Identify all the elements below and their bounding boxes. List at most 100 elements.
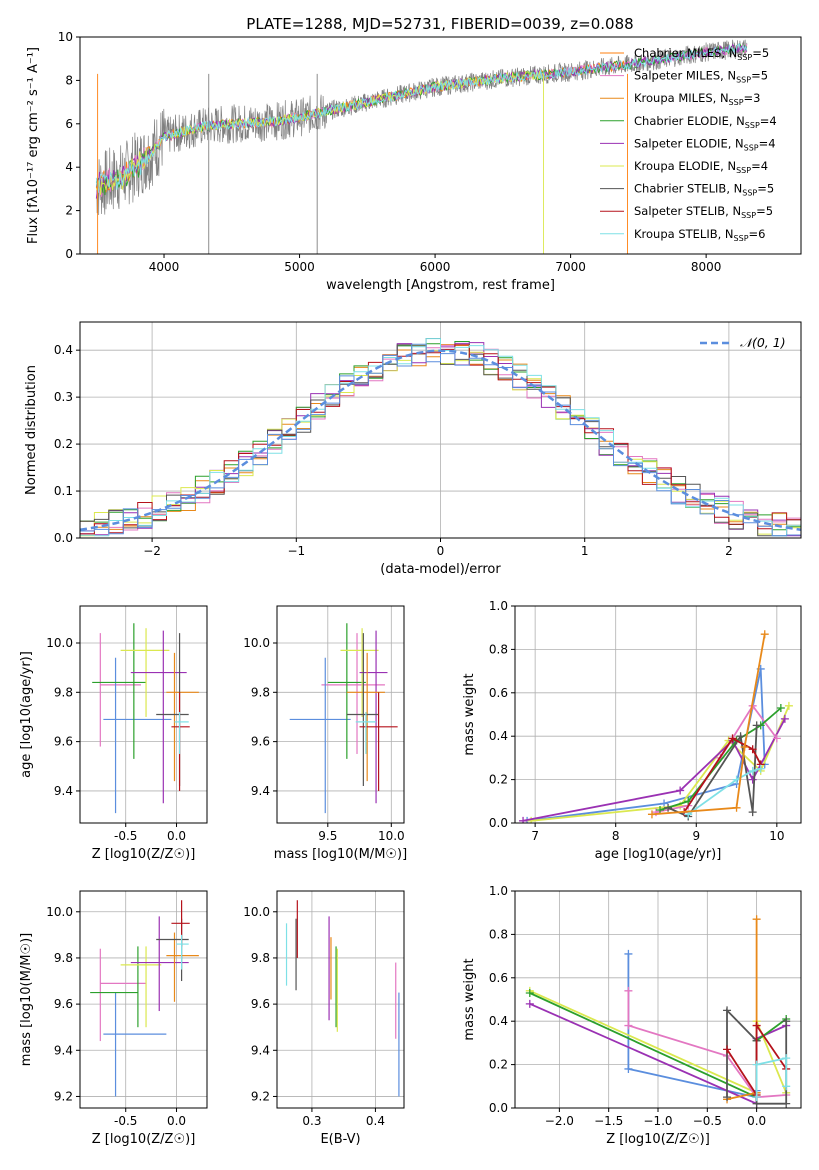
legend-entry: Kroupa ELODIE, NSSP=4 (634, 159, 768, 175)
chart-mass_vs_Z: -0.5 0.0 9.2 9.4 9.6 9.8 10.0 Z [log10(Z/Z☉)] ma… (19, 890, 208, 1147)
weight-marker (732, 775, 741, 784)
x-axis-label: wavelength [Angstrom, rest frame] (326, 278, 555, 293)
chart-mass_vs_ebv: 0.3 0.4 9.2 9.4 9.6 9.8 10.0 E(B-V) (243, 890, 405, 1147)
plot-area (80, 338, 801, 537)
weight-marker (748, 775, 757, 784)
legend-entry: 𝒩(0, 1) (740, 335, 786, 350)
weight-marker (760, 630, 769, 639)
plot-area (285, 900, 400, 1097)
y-tick-label: 9.6 (54, 735, 73, 749)
weight-marker (676, 786, 685, 795)
y-tick-label: 9.8 (54, 685, 73, 699)
weight-marker (732, 803, 741, 812)
weight-marker (780, 714, 789, 723)
histogram-series (80, 338, 801, 537)
weight-marker (756, 764, 765, 773)
x-tick-label: 9 (692, 829, 700, 843)
weight-marker (664, 803, 673, 812)
y-tick-label: 9.8 (54, 951, 73, 965)
y-tick-label: 9.6 (54, 997, 73, 1011)
y-tick-label: 0.8 (489, 927, 508, 941)
weight-marker (525, 988, 534, 997)
legend-entry: Kroupa STELIB, NSSP=6 (634, 227, 765, 243)
y-tick-label: 1.0 (489, 599, 508, 613)
y-tick-label: 10.0 (243, 905, 270, 919)
weight-marker (728, 734, 737, 743)
chart-age_vs_mass: 9.5 10.0 9.4 9.6 9.8 10.0 mass [log10(M/M☉)] (243, 605, 407, 862)
plot-area (92, 623, 199, 814)
y-tick-label: 0.2 (54, 437, 73, 451)
chart-spectrum: 4000 5000 6000 7000 8000 0 2 4 6 8 10 Chabrier MILE… (26, 30, 802, 293)
spectrum-model-line (95, 43, 748, 193)
x-tick-label: 0.0 (747, 1114, 766, 1128)
x-tick-label: 0.3 (302, 1114, 321, 1128)
y-tick-label: 0.4 (54, 343, 73, 357)
y-tick-label: 0.0 (489, 1101, 508, 1115)
x-tick-label: −1 (287, 544, 305, 558)
x-tick-label: 0.4 (366, 1114, 385, 1128)
figure-title: PLATE=1288, MJD=52731, FIBERID=0039, z=0… (246, 15, 633, 33)
axes-frame (79, 321, 802, 539)
y-tick-label: 9.4 (251, 1043, 270, 1057)
x-tick-label: −1.5 (594, 1114, 623, 1128)
weight-marker (736, 732, 745, 741)
x-tick-label: 8 (612, 829, 620, 843)
y-tick-label: 0.1 (54, 484, 73, 498)
weight-marker (748, 745, 757, 754)
x-axis-label: (data-model)/error (380, 562, 501, 577)
x-tick-label: 2 (725, 544, 733, 558)
y-axis-label: mass weight (462, 673, 477, 755)
y-axis-label: age [log10(age/yr)] (19, 651, 34, 778)
x-tick-label: 5000 (284, 260, 315, 274)
y-axis-label: Flux [fλ10⁻¹⁷ erg cm⁻² s⁻¹ A⁻¹] (26, 47, 41, 244)
y-tick-label: 0.4 (489, 1014, 508, 1028)
weight-marker (624, 949, 633, 958)
x-tick-label: −2 (143, 544, 161, 558)
chart-mass_weight_vs_Z: −2.0 −1.5 −1.0 −0.5 0.0 0.0 0.2 0.4 0.6 0.8 1.0 Z [… (462, 884, 802, 1147)
chart-residuals: −2 −1 0 1 2 0.0 0.1 0.2 0.3 0.4 𝒩(0, 1) (data-model… (24, 321, 802, 577)
weight-series-line (651, 634, 766, 816)
y-tick-label: 9.8 (251, 685, 270, 699)
x-tick-label: 7 (531, 829, 539, 843)
axes-frame (79, 36, 802, 255)
weight-marker (723, 1045, 732, 1054)
x-tick-label: 0.0 (167, 829, 186, 843)
x-tick-label: 0.0 (167, 1114, 186, 1128)
y-tick-label: 0.0 (489, 816, 508, 830)
plot-area (95, 39, 748, 254)
y-tick-label: 9.6 (251, 735, 270, 749)
weight-marker (647, 810, 656, 819)
weight-marker (624, 1021, 633, 1030)
spectrum-data-line (95, 39, 748, 216)
weight-marker (784, 701, 793, 710)
weight-marker (752, 721, 761, 730)
legend-entry: Kroupa MILES, NSSP=3 (634, 91, 760, 107)
y-tick-label: 9.4 (54, 784, 73, 798)
x-tick-label: 9.5 (318, 829, 337, 843)
x-tick-label: 8000 (691, 260, 722, 274)
normal-curve (80, 349, 801, 532)
x-tick-label: -0.5 (114, 1114, 137, 1128)
legend-entry: Salpeter STELIB, NSSP=5 (634, 204, 773, 220)
x-axis-label: E(B-V) (320, 1132, 360, 1147)
axes-frame (276, 890, 405, 1109)
axes-frame (514, 605, 802, 824)
y-axis-label: Normed distribution (24, 365, 39, 495)
weight-marker (748, 766, 757, 775)
x-tick-label: −1.0 (643, 1114, 672, 1128)
y-tick-label: 8 (65, 73, 73, 87)
x-tick-label: 0 (437, 544, 445, 558)
weight-marker (525, 999, 534, 1008)
weight-marker (740, 743, 749, 752)
plot-area (519, 630, 793, 823)
x-axis-label: Z [log10(Z/Z☉)] (606, 1132, 710, 1147)
weight-marker (752, 1060, 761, 1069)
y-tick-label: 0.2 (489, 773, 508, 787)
weight-series-line (726, 1022, 787, 1099)
x-tick-label: 10 (769, 829, 784, 843)
y-tick-label: 6 (65, 117, 73, 131)
y-tick-label: 0 (65, 247, 73, 261)
legend-entry: Chabrier STELIB, NSSP=5 (634, 182, 774, 198)
x-tick-label: 7000 (555, 260, 586, 274)
